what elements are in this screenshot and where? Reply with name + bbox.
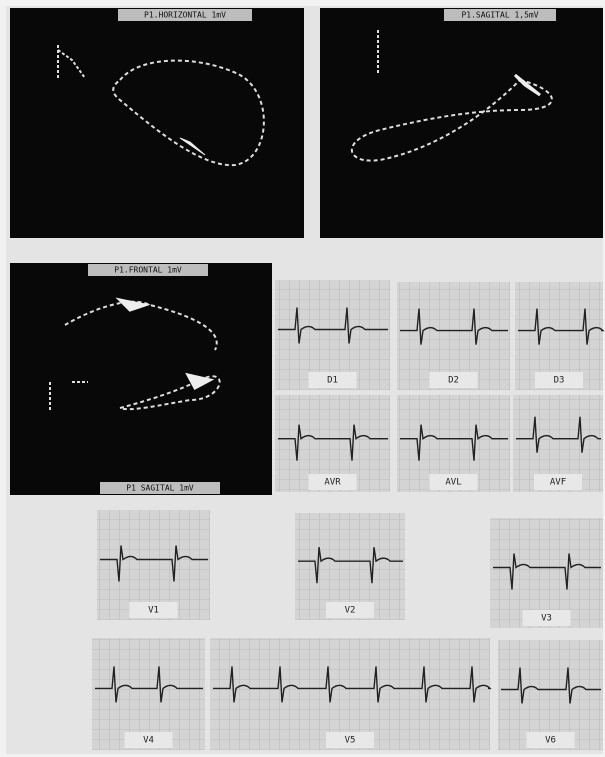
vcg-label: P1 SAGITAL 1mV <box>126 484 194 493</box>
vcg-panel <box>10 8 304 238</box>
figure: P1.HORIZONTAL 1mV P1.SAGITAL 1,5mV P1.FR… <box>0 0 605 757</box>
lead-label: AVR <box>324 478 341 488</box>
vcg-label: P1.HORIZONTAL 1mV <box>144 11 226 20</box>
lead-label: D2 <box>448 376 459 386</box>
lead-label: D1 <box>327 376 338 386</box>
lead-label: V1 <box>148 606 159 616</box>
vcg-sagital: P1.SAGITAL 1,5mV <box>320 8 603 238</box>
page: P1.HORIZONTAL 1mV P1.SAGITAL 1,5mV P1.FR… <box>0 0 605 757</box>
vcg-label: P1.SAGITAL 1,5mV <box>461 11 538 20</box>
vcg-label: P1.FRONTAL 1mV <box>114 266 182 275</box>
lead-label: V6 <box>545 736 556 746</box>
vcg-horizontal: P1.HORIZONTAL 1mV <box>10 8 304 238</box>
lead-label: AVL <box>445 478 461 488</box>
lead-label: V5 <box>345 736 356 746</box>
lead-label: V4 <box>143 736 154 746</box>
lead-label: AVF <box>550 478 566 488</box>
vcg-panel <box>10 263 272 495</box>
vcg-frontal: P1.FRONTAL 1mV P1 SAGITAL 1mV <box>10 263 272 495</box>
lead-label: V3 <box>541 614 552 624</box>
lead-label: D3 <box>554 376 565 386</box>
lead-label: V2 <box>345 606 356 616</box>
vcg-panel <box>320 8 603 238</box>
